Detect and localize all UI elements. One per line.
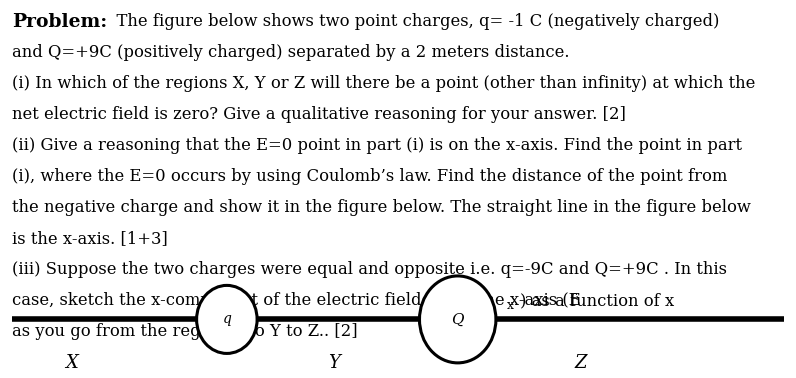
Text: (i) In which of the regions X, Y or Z will there be a point (other than infinity: (i) In which of the regions X, Y or Z wi…	[12, 75, 755, 92]
Ellipse shape	[197, 285, 257, 353]
Text: is the x-axis. [1+3]: is the x-axis. [1+3]	[12, 230, 168, 247]
Text: ) as a function of x: ) as a function of x	[520, 292, 674, 309]
Text: (iii) Suppose the two charges were equal and opposite i.e. q=-9C and Q=+9C . In : (iii) Suppose the two charges were equal…	[12, 261, 727, 278]
Text: Z: Z	[575, 354, 587, 372]
Text: Q: Q	[451, 312, 464, 327]
Text: case, sketch the x-component of the electric field along the x-axis (E: case, sketch the x-component of the elec…	[12, 292, 580, 309]
Text: as you go from the region X to Y to Z.. [2]: as you go from the region X to Y to Z.. …	[12, 323, 357, 340]
Text: Y: Y	[329, 354, 340, 372]
Text: net electric field is zero? Give a qualitative reasoning for your answer. [2]: net electric field is zero? Give a quali…	[12, 106, 626, 123]
Ellipse shape	[419, 276, 496, 363]
Text: the negative charge and show it in the figure below. The straight line in the fi: the negative charge and show it in the f…	[12, 199, 751, 216]
Text: (i), where the E=0 occurs by using Coulomb’s law. Find the distance of the point: (i), where the E=0 occurs by using Coulo…	[12, 168, 728, 185]
Text: X: X	[65, 354, 78, 372]
Text: (ii) Give a reasoning that the E=0 point in part (i) is on the x-axis. Find the : (ii) Give a reasoning that the E=0 point…	[12, 137, 742, 154]
Text: and Q=+9C (positively charged) separated by a 2 meters distance.: and Q=+9C (positively charged) separated…	[12, 44, 569, 61]
Text: The figure below shows two point charges, q= -1 C (negatively charged): The figure below shows two point charges…	[106, 13, 720, 30]
Text: q: q	[222, 312, 232, 327]
Text: Problem:: Problem:	[12, 13, 107, 31]
Text: x: x	[507, 299, 514, 312]
